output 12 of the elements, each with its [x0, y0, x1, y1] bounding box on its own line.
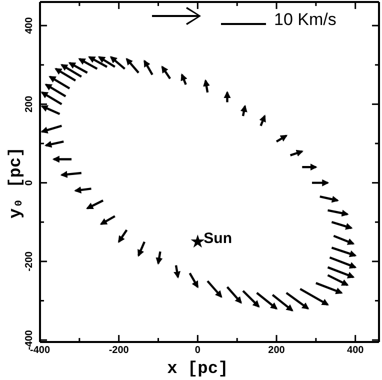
x-tick-label: -200: [108, 345, 130, 356]
y-tick-label: 0: [24, 180, 35, 186]
y-tick-label: -200: [24, 250, 35, 272]
y-axis-title: y₀ [pc]: [7, 147, 26, 219]
y-tick-label: 400: [24, 16, 35, 34]
y-tick-label: 200: [24, 95, 35, 113]
x-tick-label: 400: [347, 345, 364, 356]
series-label: Sun: [204, 230, 232, 247]
x-axis-title: x [pc]: [167, 360, 228, 379]
annotation: 10 Km/s: [274, 10, 336, 29]
x-tick-label: 200: [268, 345, 286, 356]
x-tick-label: 0: [194, 345, 201, 356]
